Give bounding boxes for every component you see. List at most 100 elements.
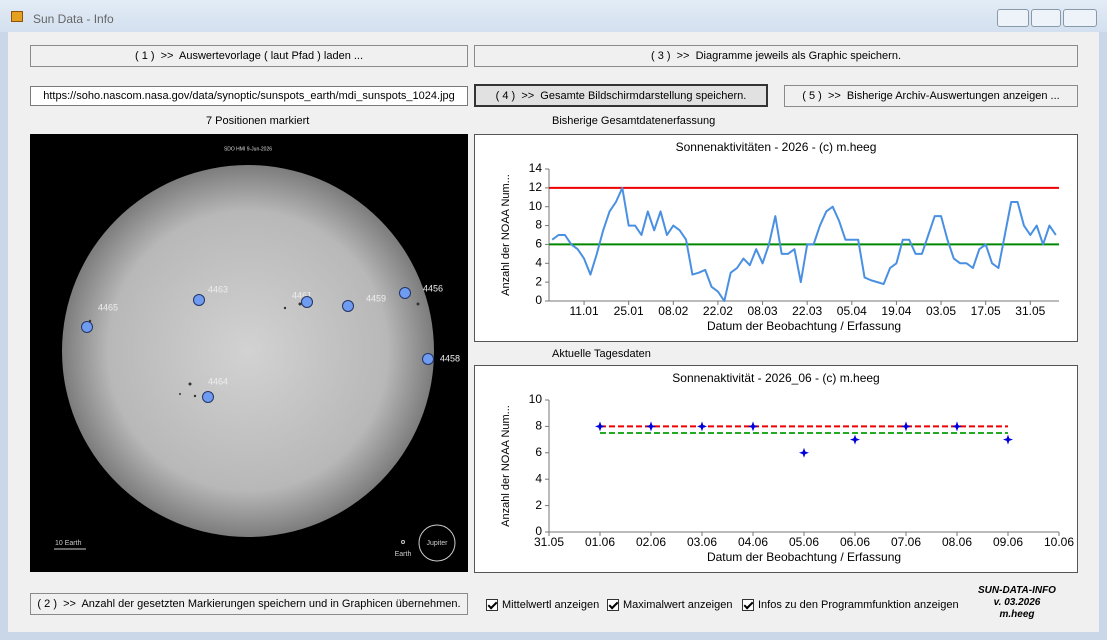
x-tick-label: 08.06: [942, 535, 972, 549]
position-marker: [399, 287, 411, 299]
sun-image[interactable]: SDO HMI 9-Jun-2026 10 Earth Earth Jupite…: [30, 134, 468, 572]
info-name: SUN-DATA-INFO: [978, 585, 1056, 596]
info-author: m.heeg: [999, 609, 1035, 620]
x-tick-label: 07.06: [891, 535, 921, 549]
button-save-markers[interactable]: ( 2 ) >> Anzahl der gesetzten Markierung…: [30, 593, 468, 615]
x-tick-label: 04.06: [738, 535, 768, 549]
x-tick-label: 02.06: [636, 535, 666, 549]
x-tick-label: 11.01: [569, 304, 598, 318]
sunspots: [88, 302, 420, 398]
x-tick-label: 31.05: [1015, 304, 1045, 318]
y-tick-label: 8: [535, 419, 542, 433]
x-tick-label: 06.06: [840, 535, 870, 549]
data-point: [850, 434, 860, 445]
checkbox-info[interactable]: Infos zu den Programmfunktion anzeigen: [742, 599, 959, 611]
y-tick-label: 8: [535, 218, 542, 232]
marker-label: 4456: [423, 283, 443, 293]
y-tick-label: 6: [535, 237, 542, 251]
jupiter-icon: [418, 524, 456, 562]
total-label: Bisherige Gesamtdatenerfassung: [552, 115, 716, 127]
y-tick-label: 0: [535, 524, 542, 538]
x-tick-label: 22.03: [792, 304, 822, 318]
x-tick-label: 19.04: [881, 304, 911, 318]
y-axis-label: Anzahl der NOAA Num...: [500, 405, 512, 527]
marker-label: 4463: [208, 284, 228, 294]
title-bar: Sun Data - Info: [0, 0, 1107, 32]
button-save-screen[interactable]: ( 4 ) >> Gesamte Bildschirmdarstellung s…: [474, 84, 768, 107]
marker-label: 4461: [292, 290, 312, 300]
checkbox-mean[interactable]: Mittelwertl anzeigen: [486, 599, 599, 611]
y-tick-label: 14: [529, 161, 543, 175]
x-tick-label: 08.03: [748, 304, 778, 318]
y-tick-label: 2: [535, 498, 542, 512]
data-point: [697, 421, 707, 432]
checkbox-box[interactable]: [607, 599, 619, 611]
x-tick-label: 05.04: [837, 304, 867, 318]
info-version: v. 03.2026: [993, 597, 1041, 608]
checkbox-box[interactable]: [486, 599, 498, 611]
checkbox-label[interactable]: Infos zu den Programmfunktion anzeigen: [758, 599, 959, 611]
data-point: [748, 421, 758, 432]
marker-label: 4464: [208, 376, 228, 386]
position-marker: [193, 294, 205, 306]
position-marker: [202, 391, 214, 403]
x-tick-label: 03.05: [926, 304, 956, 318]
data-point: [952, 421, 962, 432]
y-axis-label: Anzahl der NOAA Num...: [500, 174, 512, 296]
chart: Sonnenaktivität - 2026_06 - (c) m.heeg An…: [500, 371, 1074, 564]
app-icon: [11, 11, 23, 22]
jupiter-label: Jupiter: [426, 540, 448, 547]
scale-label: 10 Earth: [55, 540, 82, 547]
position-marker: [422, 353, 434, 365]
position-marker: [342, 300, 354, 312]
url-field[interactable]: https://soho.nascom.nasa.gov/data/synopt…: [30, 86, 468, 106]
x-tick-label: 22.02: [703, 304, 733, 318]
y-tick-label: 2: [535, 274, 542, 288]
x-tick-label: 31.05: [534, 535, 564, 549]
x-tick-label: 05.06: [789, 535, 819, 549]
x-tick-label: 25.01: [614, 304, 644, 318]
data-line: [551, 186, 1057, 302]
close-button[interactable]: [1063, 9, 1097, 27]
y-tick-label: 4: [535, 255, 542, 269]
x-axis-label: Datum der Beobachtung / Erfassung: [707, 550, 901, 564]
y-tick-label: 12: [529, 180, 543, 194]
data-point: [595, 421, 605, 432]
button-save-charts[interactable]: ( 3 ) >> Diagramme jeweils als Graphic s…: [474, 45, 1078, 67]
button-archive[interactable]: ( 5 ) >> Bisherige Archiv-Auswertungen a…: [784, 85, 1078, 107]
maximize-button[interactable]: [1031, 9, 1061, 27]
data-point: [901, 421, 911, 432]
marker-label: 4459: [366, 293, 386, 303]
sun-disk: [62, 165, 434, 537]
y-tick-label: 10: [529, 199, 543, 213]
window-title: Sun Data - Info: [33, 12, 114, 26]
checkbox-label[interactable]: Maximalwert anzeigen: [623, 599, 733, 611]
chart: Sonnenaktivitäten - 2026 - (c) m.heeg Anz…: [500, 140, 1059, 333]
data-point: [799, 447, 809, 458]
chart-panel: Sonnenaktivitäten - 2026 - (c) m.heeg Anz…: [474, 134, 1078, 342]
position-marker: [301, 296, 313, 308]
positions-label: 7 Positionen markiert: [206, 115, 310, 127]
checkbox-label[interactable]: Mittelwertl anzeigen: [502, 599, 600, 611]
chart-panel: Sonnenaktivität - 2026_06 - (c) m.heeg An…: [474, 365, 1078, 573]
earth-icon: [401, 540, 405, 544]
x-tick-label: 17.05: [971, 304, 1001, 318]
x-tick-label: 08.02: [658, 304, 688, 318]
marker-label: 4458: [440, 353, 460, 363]
x-tick-label: 09.06: [993, 535, 1023, 549]
daily-label: Aktuelle Tagesdaten: [552, 348, 651, 360]
image-header: SDO HMI 9-Jun-2026: [224, 146, 272, 152]
chart-title: Sonnenaktivitäten - 2026 - (c) m.heeg: [676, 140, 877, 154]
y-tick-label: 0: [535, 293, 542, 307]
position-marker: [81, 321, 93, 333]
y-tick-label: 6: [535, 445, 542, 459]
checkbox-max[interactable]: Maximalwert anzeigen: [607, 599, 732, 611]
checkbox-box[interactable]: [742, 599, 754, 611]
earth-label: Earth: [395, 551, 412, 558]
minimize-button[interactable]: [997, 9, 1029, 27]
x-axis-label: Datum der Beobachtung / Erfassung: [707, 319, 901, 333]
marker-label: 4465: [98, 302, 118, 312]
button-load[interactable]: ( 1 ) >> Auswertevorlage ( laut Pfad ) l…: [30, 45, 468, 67]
y-tick-label: 4: [535, 471, 542, 485]
